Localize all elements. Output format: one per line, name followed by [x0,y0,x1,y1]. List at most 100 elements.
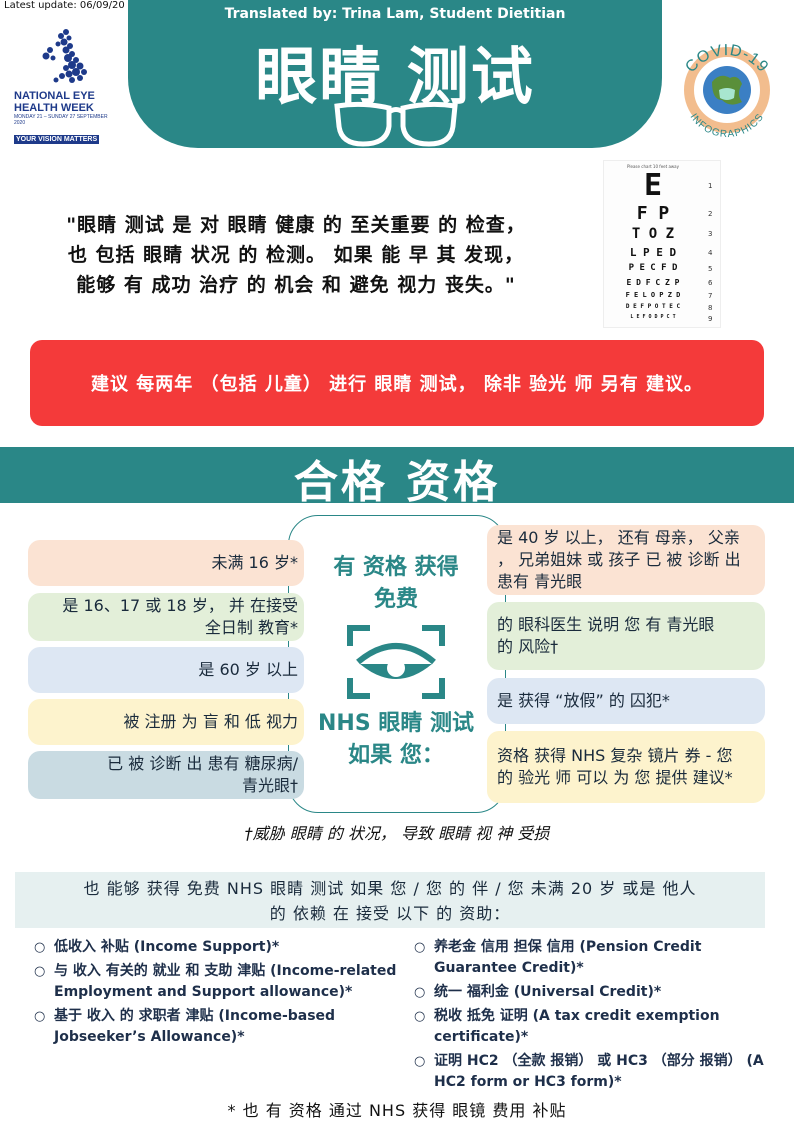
benefit-text: 养老金 信用 担保 信用 (Pension Credit Guarantee C… [434,939,702,976]
eligibility-center-top: 有 资格 获得 免费 [290,552,502,616]
bullet-icon: ○ [414,940,426,955]
eye-chart-caption: Please chart 10 feet away [627,164,679,169]
glasses-icon [334,101,458,147]
page-title: 眼睛 测试 [255,40,535,113]
criteria-under-16: 未满 16 岁* [28,540,304,586]
criteria-text: ， 兄弟姐妹 或 孩子 已 被 诊断 出 [497,550,741,569]
intro-quote: "眼睛 测试 是 对 眼睛 健康 的 至关重要 的 检查， 也 包括 眼睛 状况… [36,210,556,300]
glasses-subsidy-note: * 也 有 资格 通过 NHS 获得 眼镜 费用 补贴 [227,1101,567,1120]
criteria-ophthalmologist-risk: 的 眼科医生 说明 您 有 青光眼 的 风险† [487,602,765,670]
eligibility-footnote: †威胁 眼睛 的 状况， 导致 眼睛 视 神 受损 [244,824,550,843]
criteria-text: 的 验光 师 可以 为 您 提供 建议* [497,768,733,787]
criteria-text: 被 注册 为 盲 和 低 视力 [123,712,298,731]
benefits-intro-box [15,872,765,928]
eye-chart-row-number: 3 [708,230,713,238]
criteria-registered-blind: 被 注册 为 盲 和 低 视力 [28,699,304,745]
criteria-text: 全日制 教育* [204,618,298,637]
eye-scan-icon [347,625,445,699]
benefit-text: 低收入 补贴 (Income Support)* [54,939,280,955]
nehw-dates: MONDAY 21 – SUNDAY 27 SEPTEMBER 2020 [14,114,108,126]
center-bottom-line: 如果 您： [348,743,444,768]
benefits-intro: 也 能够 获得 免费 NHS 眼睛 测试 如果 您 / 您 的 伴 / 您 未满… [15,876,765,926]
quote-line: "眼睛 测试 是 对 眼睛 健康 的 至关重要 的 检查， [66,214,526,236]
criteria-text: 是 16、17 或 18 岁， 并 在接受 [62,596,298,615]
bullet-icon: ○ [414,1054,426,1069]
criteria-complex-lens-voucher: 资格 获得 NHS 复杂 镜片 券 - 您 的 验光 师 可以 为 您 提供 建… [487,731,765,803]
nehw-title-line2: HEALTH WEEK [14,102,94,114]
eye-chart-row: P E C F D [628,263,678,273]
eye-chart-row-number: 7 [708,292,713,300]
benefit-item: ○ 税收 抵免 证明 (A tax credit exemption certif… [414,1006,764,1048]
eye-chart-row: F E L O P Z D [625,291,681,299]
criteria-text: 是 60 岁 以上 [198,660,298,679]
criteria-family-glaucoma: 是 40 岁 以上， 还有 母亲， 父亲 ， 兄弟姐妹 或 孩子 已 被 诊断 … [487,525,765,595]
quote-line: 也 包括 眼睛 状况 的 检测。 如果 能 早 其 发现， [67,244,525,266]
bullet-icon: ○ [34,1009,46,1024]
criteria-text: 的 风险† [497,637,559,656]
benefits-intro-line: 也 能够 获得 免费 NHS 眼睛 测试 如果 您 / 您 的 伴 / 您 未满… [83,879,697,898]
eye-chart-row-number: 8 [708,304,713,312]
recommendation-text: 建议 每两年 （包括 儿童） 进行 眼睛 测试， 除非 验光 师 另有 建议。 [91,374,703,395]
benefit-text: 基于 收入 的 求职者 津贴 (Income-based Jobseeker’s… [54,1008,336,1045]
eligibility-band [0,447,794,503]
benefit-text: 统一 福利金 (Universal Credit)* [434,984,662,1000]
bullet-icon: ○ [414,985,426,1000]
criteria-text: 青光眼† [241,776,298,795]
benefits-intro-line: 的 依赖 在 接受 以下 的 资助： [269,904,511,923]
recommendation-banner [30,340,764,426]
center-top-line: 免费 [373,587,418,612]
quote-line: 能够 有 成功 治疗 的 机会 和 避免 视力 丧失。" [76,274,516,296]
eye-chart-row: F P [636,203,670,224]
benefit-item: ○ 证明 HC2 （全款 报销） 或 HC3 （部分 报销） (A HC2 for… [414,1051,764,1093]
criteria-text: 是 获得 “放假” 的 囚犯* [497,691,670,710]
eye-chart-row-number: 1 [708,182,713,190]
benefit-item: ○ 基于 收入 的 求职者 津贴 (Income-based Jobseeker’… [34,1006,406,1048]
criteria-prisoner-on-leave: 是 获得 “放假” 的 囚犯* [487,678,765,724]
benefits-list-right: ○ 养老金 信用 担保 信用 (Pension Credit Guarantee … [414,937,764,1096]
uk-map-dots-icon [42,29,87,83]
bullet-icon: ○ [34,940,46,955]
eye-chart-row-number: 4 [708,248,713,257]
nehw-title-line1: NATIONAL EYE [14,90,95,102]
benefit-item: ○ 与 收入 有关的 就业 和 支助 津贴 (Income-related Emp… [34,961,406,1003]
eye-chart-row: D E F P O T E C [625,303,681,310]
bullet-icon: ○ [34,964,46,979]
benefit-text: 与 收入 有关的 就业 和 支助 津贴 (Income-related Empl… [54,963,397,1000]
criteria-text: 的 眼科医生 说明 您 有 青光眼 [497,615,715,634]
eye-chart-row: L P E D [629,246,677,259]
center-top-line: 有 资格 获得 [333,555,459,580]
bullet-icon: ○ [414,1009,426,1024]
eye-chart-row: E D F C Z P [626,278,680,287]
benefit-text: 税收 抵免 证明 (A tax credit exemption certifi… [434,1008,720,1045]
last-update: Latest update: 06/09/20 [4,0,125,11]
translator-credit: Translated by: Trina Lam, Student Dietit… [224,6,566,22]
eye-chart-row-number: 5 [708,264,713,273]
criteria-text: 资格 获得 NHS 复杂 镜片 券 - 您 [497,746,733,765]
benefits-list-left: ○ 低收入 补贴 (Income Support)* ○ 与 收入 有关的 就业 和… [34,937,406,1051]
criteria-text: 未满 16 岁* [211,553,298,572]
eye-chart-row: E [643,168,663,203]
nehw-tagline: YOUR VISION MATTERS [14,135,100,144]
criteria-over-60: 是 60 岁 以上 [28,647,304,693]
eligibility-center-bottom: NHS 眼睛 测试 如果 您： [290,708,502,772]
center-bottom-line: NHS 眼睛 测试 [318,711,474,736]
eye-chart-row: L E F O D P C T [630,314,676,320]
benefit-text: 证明 HC2 （全款 报销） 或 HC3 （部分 报销） (A HC2 form… [434,1053,764,1090]
benefit-item: ○ 低收入 补贴 (Income Support)* [34,937,406,958]
criteria-text: 已 被 诊断 出 患有 糖尿病/ [107,754,298,773]
benefit-item: ○ 养老金 信用 担保 信用 (Pension Credit Guarantee … [414,937,764,979]
eligibility-title: 合格 资格 [293,457,501,508]
snellen-eye-chart: Please chart 10 feet away E 1 F P 2 T O Z 3 L … [603,160,721,328]
criteria-full-time-education: 是 16、17 或 18 岁， 并 在接受 全日制 教育* [28,593,304,641]
header-banner [128,0,662,148]
eye-chart-row-number: 6 [708,279,713,287]
criteria-text: 患有 青光眼 [497,572,583,591]
eye-chart-row-number: 9 [708,315,713,323]
benefit-item: ○ 统一 福利金 (Universal Credit)* [414,982,764,1003]
criteria-text: 是 40 岁 以上， 还有 母亲， 父亲 [497,528,740,547]
nehw-logo: NATIONAL EYE HEALTH WEEK MONDAY 21 – SUN… [14,26,118,145]
criteria-diabetes-glaucoma: 已 被 诊断 出 患有 糖尿病/ 青光眼† [28,751,304,799]
eye-chart-row: T O Z [631,226,675,242]
covid-infographics-logo: COVID-19 INFOGRAPHICS [682,42,771,140]
eye-chart-row-number: 2 [708,210,713,218]
